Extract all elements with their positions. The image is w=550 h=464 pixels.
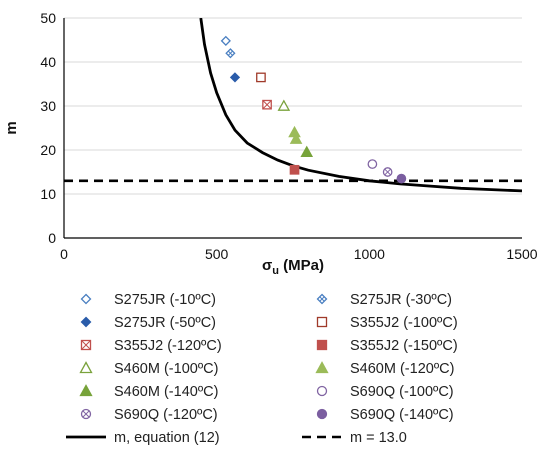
legend-label: S690Q (-120ºC) [114,407,218,423]
legend-marker [80,293,92,305]
legend-label: S460M (-140ºC) [114,384,218,400]
legend-label: S275JR (-30ºC) [350,292,452,308]
legend-marker [316,293,328,305]
legend-label: S355J2 (-120ºC) [114,338,222,354]
y-tick-label: 10 [40,186,56,202]
legend-label: m, equation (12) [114,430,220,446]
legend-marker [79,384,93,397]
data-point-shape [367,159,378,169]
legend-marker [316,316,328,328]
legend-marker [79,361,93,374]
x-axis-title: σu (MPa) [262,257,324,277]
legend-marker-hatch [82,410,90,418]
data-point [288,125,301,138]
data-point [262,99,272,110]
y-tick-label: 50 [40,10,56,26]
legend-marker [316,408,328,420]
equation-curve [199,18,522,193]
legend-marker [80,408,92,420]
legend-marker [316,385,328,397]
legend-label: S275JR (-10ºC) [114,292,216,308]
x-tick-label: 0 [60,246,68,262]
legend-marker-shape [316,385,328,397]
data-point-shape [288,125,301,138]
data-point [289,164,300,175]
legend-label: S690Q (-140ºC) [350,407,454,423]
legend-marker-hatch [81,340,91,350]
legend-marker-shape [316,316,328,328]
data-point [256,72,266,83]
data-point [229,72,241,83]
data-point [396,173,407,184]
data-point [367,159,378,169]
legend-marker [80,339,92,351]
data-point [300,145,314,158]
data-point-shape [289,164,300,175]
data-point [382,167,393,177]
y-tick-label: 0 [48,230,56,246]
legend-label: S355J2 (-150ºC) [350,338,458,354]
x-tick-label: 1000 [354,246,385,262]
legend-marker-shape [316,408,328,420]
y-axis-title: m [3,121,20,134]
legend-marker-shape [79,384,93,397]
data-point-shape [277,99,291,111]
legend-marker [316,339,328,351]
legend-label: S275JR (-50ºC) [114,315,216,331]
legend-label: S355J2 (-100ºC) [350,315,458,331]
y-tick-label: 20 [40,142,56,158]
data-point [220,35,231,46]
data-point [225,48,236,59]
data-point-shape [289,132,303,144]
data-point-shape [300,145,314,158]
data-point-shape [396,173,407,184]
legend-label: S460M (-120ºC) [350,361,454,377]
legend-marker-shape [79,361,93,374]
legend-label: S690Q (-100ºC) [350,384,454,400]
legend-marker [315,361,329,374]
data-point-hatch [262,100,272,110]
x-tick-label: 1500 [506,246,537,262]
legend-marker-shape [315,361,329,374]
data-point-shape [256,72,266,83]
legend-marker-hatch [319,296,325,302]
data-point-hatch [227,50,233,56]
legend-marker-shape [316,339,328,351]
data-point [289,132,303,144]
legend-label: m = 13.0 [350,430,407,446]
legend-marker-shape [80,293,92,305]
data-point [277,99,291,111]
legend-label: S460M (-100ºC) [114,361,218,377]
data-point-hatch [384,168,391,176]
y-tick-label: 30 [40,98,56,114]
legend-marker [80,316,92,328]
legend-marker-shape [80,316,92,328]
data-point-shape [229,72,241,83]
y-tick-label: 40 [40,54,56,70]
x-tick-label: 500 [205,246,229,262]
data-point-shape [220,35,231,46]
